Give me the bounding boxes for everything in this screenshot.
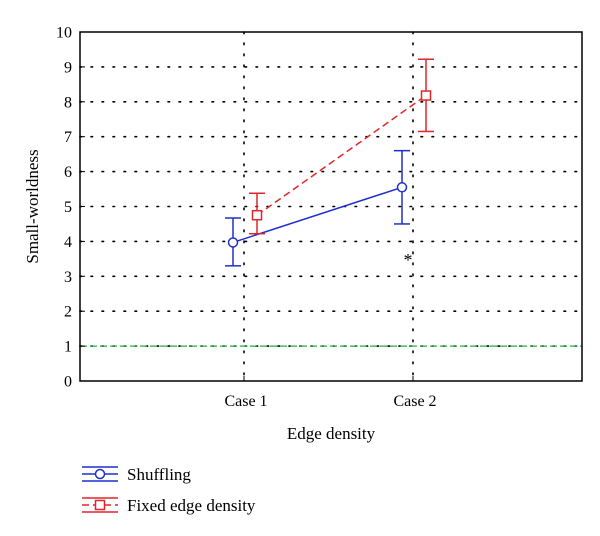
series-0	[225, 149, 410, 267]
data-point	[420, 90, 432, 101]
y-tick-label: 0	[64, 374, 72, 391]
y-tick-label: 7	[64, 129, 72, 146]
grid-layer	[79, 31, 583, 382]
series-layer	[225, 58, 434, 267]
y-tick-label: 2	[64, 304, 72, 321]
legend-item-shuffling: Shuffling	[82, 465, 191, 484]
y-tick-label: 8	[64, 94, 72, 111]
x-tick-labels: Case 1 Case 2	[224, 376, 437, 410]
x-tick-label: Case 1	[224, 393, 267, 410]
data-point	[227, 237, 239, 248]
plot-frame	[79, 31, 583, 382]
legend-marker	[94, 468, 106, 480]
legend-label-shuffling: Shuffling	[127, 465, 191, 484]
data-point	[396, 182, 408, 193]
y-tick-label: 5	[64, 199, 72, 216]
series-line	[256, 94, 427, 216]
y-tick-label: 6	[64, 164, 72, 181]
y-tick-label: 10	[56, 25, 72, 42]
y-tick-label: 4	[64, 234, 72, 251]
y-tick-label: 3	[64, 269, 72, 286]
legend-marker	[94, 499, 106, 511]
legend: Shuffling Fixed edge density	[82, 465, 256, 515]
x-axis-label: Edge density	[287, 424, 376, 443]
y-tick-labels: 0 1 2 3 4 5 6 7 8 9 10	[56, 25, 85, 391]
y-tick-label: 1	[64, 339, 72, 356]
legend-label-fixed-edge-density: Fixed edge density	[127, 496, 256, 515]
significance-asterisk: *	[404, 250, 413, 270]
y-axis-label: Small-worldness	[23, 149, 42, 263]
data-point	[251, 209, 263, 221]
legend-item-fixed-edge-density: Fixed edge density	[82, 496, 256, 515]
x-tick-label: Case 2	[393, 393, 436, 410]
series-1	[249, 58, 434, 235]
y-tick-label: 9	[64, 59, 72, 76]
